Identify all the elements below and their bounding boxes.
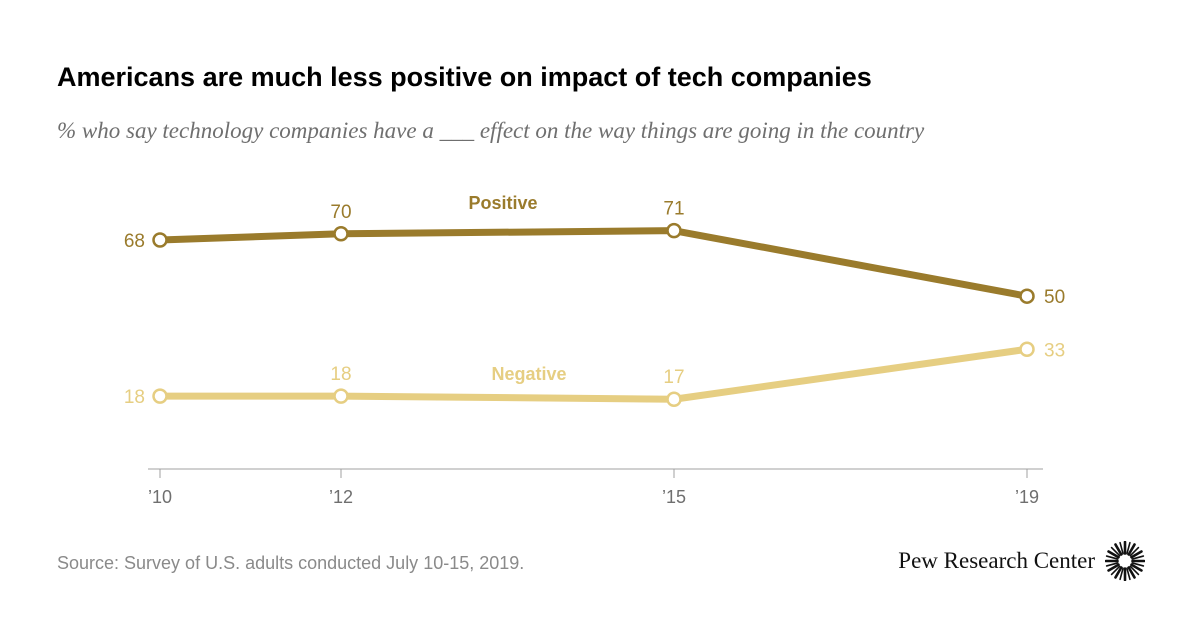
data-point-negative bbox=[1019, 341, 1035, 358]
chart-title: Americans are much less positive on impa… bbox=[57, 62, 872, 92]
logo-ray bbox=[1131, 555, 1145, 560]
x-tick-label: ’19 bbox=[1015, 487, 1039, 507]
x-tick-label: ’10 bbox=[148, 487, 172, 507]
logo-ray bbox=[1130, 563, 1143, 572]
series-label-negative: Negative bbox=[491, 364, 566, 384]
chart-subtitle: % who say technology companies have a __… bbox=[57, 118, 925, 143]
data-point-negative bbox=[333, 388, 349, 404]
logo-ray bbox=[1126, 567, 1131, 581]
logo-ray bbox=[1129, 565, 1140, 576]
data-label-positive: 71 bbox=[663, 199, 684, 220]
logo-ray bbox=[1129, 546, 1140, 557]
logo-ray bbox=[1107, 563, 1120, 572]
data-label-positive: 68 bbox=[124, 231, 145, 252]
source-note: Source: Survey of U.S. adults conducted … bbox=[57, 553, 525, 573]
data-point-positive bbox=[152, 232, 168, 248]
logo-ray bbox=[1119, 541, 1124, 555]
data-point-positive bbox=[1019, 288, 1035, 304]
logo-ray bbox=[1110, 546, 1121, 557]
data-label-positive: 50 bbox=[1044, 287, 1065, 308]
logo-ray bbox=[1114, 566, 1123, 579]
series-line-positive bbox=[156, 227, 1031, 300]
data-label-negative: 18 bbox=[330, 364, 351, 385]
data-point-negative bbox=[152, 388, 168, 404]
logo-ray bbox=[1110, 565, 1121, 576]
logo-ray bbox=[1127, 566, 1136, 579]
logo-ray bbox=[1105, 555, 1119, 560]
logo-ray bbox=[1114, 543, 1123, 556]
data-point-positive bbox=[333, 226, 349, 242]
data-point-positive bbox=[666, 222, 682, 239]
logo-ray bbox=[1130, 550, 1143, 559]
logo-ray bbox=[1107, 550, 1120, 559]
brand: Pew Research Center bbox=[898, 541, 1145, 581]
data-label-negative: 18 bbox=[124, 387, 145, 408]
x-tick-label: ’15 bbox=[662, 487, 686, 507]
logo-ray bbox=[1131, 562, 1145, 567]
data-label-positive: 70 bbox=[330, 202, 351, 223]
x-tick-label: ’12 bbox=[329, 487, 353, 507]
brand-name: Pew Research Center bbox=[898, 548, 1095, 573]
data-label-negative: 17 bbox=[663, 367, 684, 388]
logo-ray bbox=[1119, 567, 1124, 581]
logo-ray bbox=[1126, 541, 1131, 555]
data-label-negative: 33 bbox=[1044, 340, 1065, 361]
series-line-negative bbox=[156, 345, 1031, 403]
logo-ray bbox=[1127, 543, 1136, 556]
sunburst-icon bbox=[1105, 541, 1145, 581]
logo-ray bbox=[1105, 562, 1119, 567]
series-label-positive: Positive bbox=[468, 193, 537, 213]
data-point-negative bbox=[666, 391, 682, 407]
